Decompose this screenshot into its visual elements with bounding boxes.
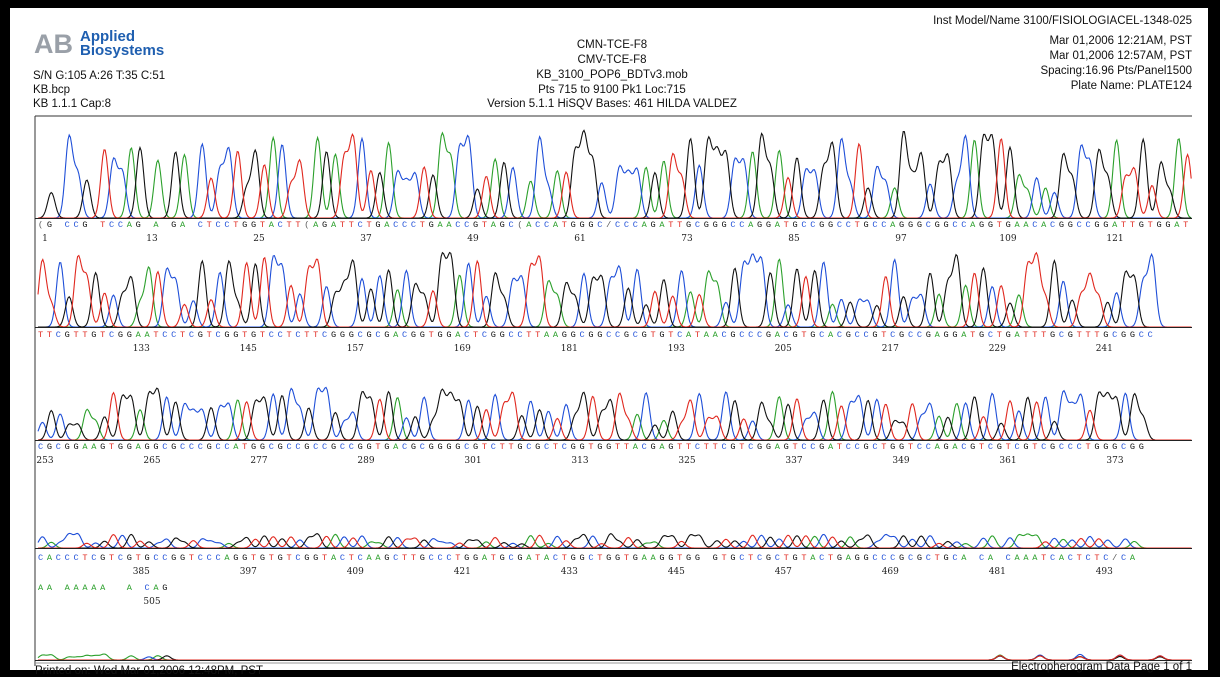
header-center: Version 5.1.1 HiSQV Bases: 461 HILDA VAL… (487, 98, 737, 110)
footer-printed: Printed on: Wed Mar 01,2006 12:48PM, PST (35, 665, 263, 677)
base-position: 97 (895, 234, 907, 244)
base-position: 409 (347, 567, 364, 577)
header-right: Mar 01,2006 12:21AM, PST (1049, 35, 1192, 47)
base-position: 205 (775, 344, 792, 354)
base-position: 361 (999, 456, 1016, 466)
document: AB Applied Biosystems S/N G:105 A:26 T:3… (0, 0, 1220, 677)
base-position: 469 (882, 567, 899, 577)
base-position: 277 (250, 456, 267, 466)
base-position: 481 (989, 567, 1006, 577)
header-left: KB 1.1.1 Cap:8 (33, 98, 111, 110)
base-position: 49 (467, 234, 479, 244)
base-position: 193 (668, 344, 685, 354)
logo-line2: Biosystems (80, 42, 164, 59)
base-position: 13 (146, 234, 158, 244)
base-position: 289 (357, 456, 374, 466)
base-position: 337 (785, 456, 802, 466)
base-position: 73 (681, 234, 693, 244)
header-right: Inst Model/Name 3100/FISIOLOGIACEL-1348-… (933, 15, 1192, 27)
header-left: S/N G:105 A:26 T:35 C:51 (33, 70, 165, 82)
base-position: 37 (360, 234, 372, 244)
base-position: 433 (561, 567, 578, 577)
base-position: 85 (788, 234, 800, 244)
base-position: 133 (133, 344, 150, 354)
base-position: 313 (571, 456, 588, 466)
base-position: 121 (1106, 234, 1123, 244)
footer-page: Electropherogram Data Page 1 of 1 (1011, 661, 1192, 673)
header-right: Mar 01,2006 12:57AM, PST (1049, 50, 1192, 62)
base-position: 493 (1096, 567, 1113, 577)
base-position: 445 (668, 567, 685, 577)
base-position: 241 (1096, 344, 1113, 354)
base-position: 301 (464, 456, 481, 466)
header-center: Pts 715 to 9100 Pk1 Loc:715 (538, 84, 686, 96)
base-position: 145 (240, 344, 257, 354)
header-center: KB_3100_POP6_BDTv3.mob (536, 69, 688, 81)
base-position: 397 (240, 567, 257, 577)
base-position: 457 (775, 567, 792, 577)
base-position: 373 (1106, 456, 1123, 466)
base-position: 1 (42, 234, 48, 244)
base-position: 181 (561, 344, 578, 354)
header-center: CMN-TCE-F8 (577, 39, 647, 51)
header-right: Spacing:16.96 Pts/Panel1500 (1040, 65, 1192, 77)
base-position: 253 (36, 456, 53, 466)
header-left: KB.bcp (33, 84, 70, 96)
base-position: 505 (143, 597, 160, 607)
base-position: 349 (892, 456, 909, 466)
base-position: 109 (999, 234, 1016, 244)
base-position: 157 (347, 344, 364, 354)
base-position: 325 (678, 456, 695, 466)
page: {"header": { "logo": {"line1": "Applied"… (0, 0, 1220, 677)
base-position: 385 (133, 567, 150, 577)
base-position: 169 (454, 344, 471, 354)
base-position: 229 (989, 344, 1006, 354)
header-center: CMV-TCE-F8 (578, 54, 647, 66)
header-right: Plate Name: PLATE124 (1071, 80, 1193, 92)
base-position: 265 (143, 456, 160, 466)
logo-mark: AB (34, 29, 73, 59)
base-position: 25 (253, 234, 265, 244)
base-position: 421 (454, 567, 471, 577)
base-position: 217 (882, 344, 899, 354)
base-position: 61 (574, 234, 585, 244)
